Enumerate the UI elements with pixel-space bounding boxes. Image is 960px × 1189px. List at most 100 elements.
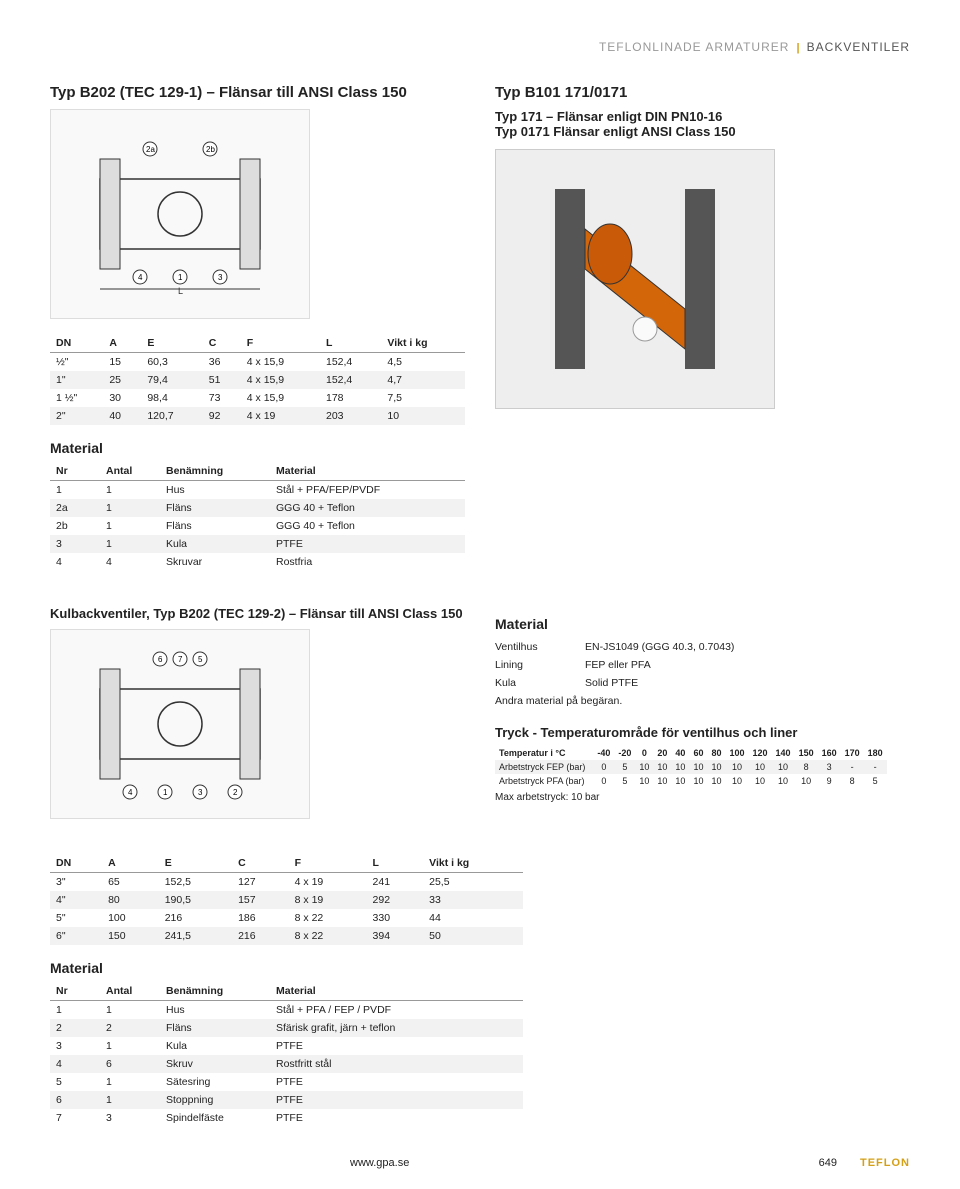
table-row: 5"1002161868 x 2233044 bbox=[50, 909, 523, 927]
table-header: DN bbox=[50, 854, 102, 873]
svg-text:3: 3 bbox=[198, 788, 203, 797]
table-cell: 8 x 19 bbox=[289, 891, 367, 909]
table-header: Benämning bbox=[160, 982, 270, 1001]
table-cell: 203 bbox=[320, 407, 381, 425]
temp-cell: 10 bbox=[749, 774, 772, 788]
table-cell: 216 bbox=[232, 927, 289, 945]
table-cell: 1 bbox=[100, 481, 160, 500]
table-cell: 5 bbox=[50, 1073, 100, 1091]
table-cell: 5" bbox=[50, 909, 102, 927]
material-list-row: VentilhusEN-JS1049 (GGG 40.3, 0.7043) bbox=[495, 638, 910, 656]
table-cell: 98,4 bbox=[141, 389, 202, 407]
table-cell: 3" bbox=[50, 873, 102, 892]
svg-text:5: 5 bbox=[198, 655, 203, 664]
temp-cell: 8 bbox=[795, 760, 818, 774]
table-row: 2b1FlänsGGG 40 + Teflon bbox=[50, 517, 465, 535]
table-row: 6"150241,52168 x 2239450 bbox=[50, 927, 523, 945]
table-cell: 51 bbox=[203, 371, 241, 389]
table-cell: 40 bbox=[103, 407, 141, 425]
table-row: 1"2579,4514 x 15,9152,44,7 bbox=[50, 371, 465, 389]
table-header: F bbox=[289, 854, 367, 873]
header-separator: | bbox=[797, 42, 800, 54]
material-table-2: NrAntalBenämningMaterial 11HusStål + PFA… bbox=[50, 982, 523, 1127]
table-cell: Hus bbox=[160, 481, 270, 500]
temp-cell: 8 bbox=[841, 774, 864, 788]
material-heading-2: Material bbox=[50, 960, 910, 976]
temp-cell: 10 bbox=[689, 760, 707, 774]
table-cell: 292 bbox=[367, 891, 424, 909]
table-cell: Sfärisk grafit, järn + teflon bbox=[270, 1019, 523, 1037]
table-cell: 178 bbox=[320, 389, 381, 407]
temp-cell: 3 bbox=[818, 760, 841, 774]
footer-url: www.gpa.se bbox=[350, 1157, 409, 1169]
table-header: Antal bbox=[100, 982, 160, 1001]
temp-header: -20 bbox=[614, 746, 635, 760]
table-cell: 25 bbox=[103, 371, 141, 389]
temp-cell: 10 bbox=[772, 760, 795, 774]
table-header: Vikt i kg bbox=[381, 334, 465, 353]
temp-header: -40 bbox=[593, 746, 614, 760]
table-cell: PTFE bbox=[270, 535, 465, 553]
table-cell: 3 bbox=[100, 1109, 160, 1127]
table-cell: 79,4 bbox=[141, 371, 202, 389]
table-cell: 60,3 bbox=[141, 353, 202, 372]
header-right: BACKVENTILER bbox=[807, 40, 910, 54]
table-cell: 4 x 19 bbox=[289, 873, 367, 892]
svg-text:1: 1 bbox=[178, 273, 183, 282]
table-cell: 1 bbox=[100, 499, 160, 517]
temp-row: Arbetstryck FEP (bar)0510101010101010108… bbox=[495, 760, 887, 774]
table-cell: 4" bbox=[50, 891, 102, 909]
temp-heading: Tryck - Temperaturområde för ventilhus o… bbox=[495, 725, 910, 740]
temp-cell: 10 bbox=[671, 760, 689, 774]
svg-text:L: L bbox=[178, 286, 183, 296]
svg-text:6: 6 bbox=[158, 655, 163, 664]
temp-cell: 10 bbox=[653, 760, 671, 774]
temp-header: 150 bbox=[795, 746, 818, 760]
temp-header: 160 bbox=[818, 746, 841, 760]
table-cell: 157 bbox=[232, 891, 289, 909]
table-header: A bbox=[103, 334, 141, 353]
table-header: C bbox=[203, 334, 241, 353]
table-header: Nr bbox=[50, 462, 100, 481]
table-row: 46SkruvRostfritt stål bbox=[50, 1055, 523, 1073]
table-header: Nr bbox=[50, 982, 100, 1001]
table-cell: 190,5 bbox=[159, 891, 232, 909]
table-cell: 8 x 22 bbox=[289, 909, 367, 927]
right-column: Typ B101 171/0171 Typ 171 – Flänsar enli… bbox=[495, 84, 910, 586]
table-cell: 152,5 bbox=[159, 873, 232, 892]
temp-row-label: Arbetstryck PFA (bar) bbox=[495, 774, 593, 788]
table-cell: ½" bbox=[50, 353, 103, 372]
temp-header: 140 bbox=[772, 746, 795, 760]
table-cell: Skruv bbox=[160, 1055, 270, 1073]
table-cell: GGG 40 + Teflon bbox=[270, 517, 465, 535]
diagram-svg-b202: L 2a 2b 4 1 3 bbox=[70, 129, 290, 299]
svg-text:2a: 2a bbox=[146, 145, 155, 154]
table-cell: 4 x 15,9 bbox=[241, 389, 320, 407]
table-cell: PTFE bbox=[270, 1073, 523, 1091]
typ-b101-sub1: Typ 171 – Flänsar enligt DIN PN10-16 bbox=[495, 109, 910, 124]
temp-cell: 5 bbox=[614, 760, 635, 774]
left-column: Typ B202 (TEC 129-1) – Flänsar till ANSI… bbox=[50, 84, 465, 586]
kul-title: Kulbackventiler, Typ B202 (TEC 129-2) – … bbox=[50, 606, 465, 621]
table-cell: 100 bbox=[102, 909, 159, 927]
table-header: Vikt i kg bbox=[423, 854, 523, 873]
table-row: 44SkruvarRostfria bbox=[50, 553, 465, 571]
table-row: 3"65152,51274 x 1924125,5 bbox=[50, 873, 523, 892]
temp-cell: 10 bbox=[772, 774, 795, 788]
table-cell: Stål + PFA / FEP / PVDF bbox=[270, 1001, 523, 1020]
material-list-value: Solid PTFE bbox=[585, 677, 638, 689]
table-cell: Spindelfäste bbox=[160, 1109, 270, 1127]
table-cell: 15 bbox=[103, 353, 141, 372]
photo-svg-b101 bbox=[515, 169, 755, 389]
table-cell: Fläns bbox=[160, 1019, 270, 1037]
page-footer: www.gpa.se 649 TEFLON bbox=[50, 1157, 910, 1169]
table-row: 1 ½"3098,4734 x 15,91787,5 bbox=[50, 389, 465, 407]
table-cell: 33 bbox=[423, 891, 523, 909]
page-header: TEFLONLINADE ARMATURER | BACKVENTILER bbox=[50, 40, 910, 54]
table-cell: Stoppning bbox=[160, 1091, 270, 1109]
table-row: 31KulaPTFE bbox=[50, 1037, 523, 1055]
svg-text:3: 3 bbox=[218, 273, 223, 282]
table-cell: 4,5 bbox=[381, 353, 465, 372]
table-header: E bbox=[141, 334, 202, 353]
dimensions-table-1: DNAECFLVikt i kg ½"1560,3364 x 15,9152,4… bbox=[50, 334, 465, 425]
